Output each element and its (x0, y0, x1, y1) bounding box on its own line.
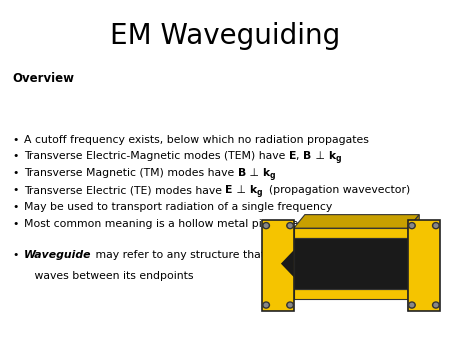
Text: g: g (270, 171, 275, 180)
Text: •: • (12, 135, 18, 145)
Circle shape (287, 302, 293, 308)
Circle shape (288, 304, 292, 307)
Circle shape (264, 224, 268, 227)
Text: may refer to any structure that conveys electromagnetic: may refer to any structure that conveys … (91, 250, 405, 260)
Circle shape (264, 304, 268, 307)
Circle shape (263, 223, 270, 229)
Circle shape (410, 304, 414, 307)
Text: ⊥: ⊥ (311, 151, 328, 162)
Text: B: B (238, 168, 246, 178)
Text: Most common meaning is a hollow metal pipe used to carry radio waves: Most common meaning is a hollow metal pi… (24, 219, 420, 229)
Text: •: • (12, 202, 18, 212)
Text: •: • (12, 168, 18, 178)
FancyBboxPatch shape (408, 220, 440, 311)
Text: Waveguide: Waveguide (24, 250, 91, 260)
Circle shape (434, 224, 438, 227)
Text: EM Waveguiding: EM Waveguiding (110, 22, 340, 50)
Text: May be used to transport radiation of a single frequency: May be used to transport radiation of a … (24, 202, 332, 212)
Text: B: B (303, 151, 311, 162)
Text: •: • (12, 250, 18, 260)
Circle shape (432, 223, 439, 229)
Circle shape (263, 302, 270, 308)
Circle shape (434, 304, 438, 307)
Polygon shape (281, 250, 294, 277)
Circle shape (288, 224, 292, 227)
Text: A cutoff frequency exists, below which no radiation propagates: A cutoff frequency exists, below which n… (24, 135, 369, 145)
Text: ⊥: ⊥ (233, 185, 249, 195)
Text: •: • (12, 151, 18, 162)
FancyBboxPatch shape (294, 238, 408, 289)
Text: ⊥: ⊥ (246, 168, 262, 178)
Polygon shape (408, 215, 419, 311)
Text: Transverse Electric (TE) modes have: Transverse Electric (TE) modes have (24, 185, 225, 195)
Text: E: E (289, 151, 296, 162)
Text: Transverse Electric-Magnetic modes (TEM) have: Transverse Electric-Magnetic modes (TEM)… (24, 151, 289, 162)
Polygon shape (294, 289, 408, 299)
FancyBboxPatch shape (262, 220, 294, 311)
Text: Overview: Overview (12, 72, 74, 85)
Text: (propagation wavevector): (propagation wavevector) (262, 185, 410, 195)
Text: k: k (262, 168, 270, 178)
Text: Transverse Magnetic (TM) modes have: Transverse Magnetic (TM) modes have (24, 168, 238, 178)
Text: •: • (12, 185, 18, 195)
Circle shape (409, 302, 415, 308)
Text: k: k (328, 151, 335, 162)
Polygon shape (294, 228, 408, 238)
Text: E: E (225, 185, 233, 195)
Text: waves between its endpoints: waves between its endpoints (24, 271, 194, 281)
Text: ,: , (296, 151, 303, 162)
Polygon shape (294, 215, 419, 228)
Circle shape (287, 223, 293, 229)
Text: k: k (249, 185, 256, 195)
Text: g: g (335, 154, 341, 163)
Circle shape (410, 224, 414, 227)
Text: g: g (256, 188, 262, 197)
Circle shape (432, 302, 439, 308)
Text: •: • (12, 219, 18, 229)
Circle shape (409, 223, 415, 229)
